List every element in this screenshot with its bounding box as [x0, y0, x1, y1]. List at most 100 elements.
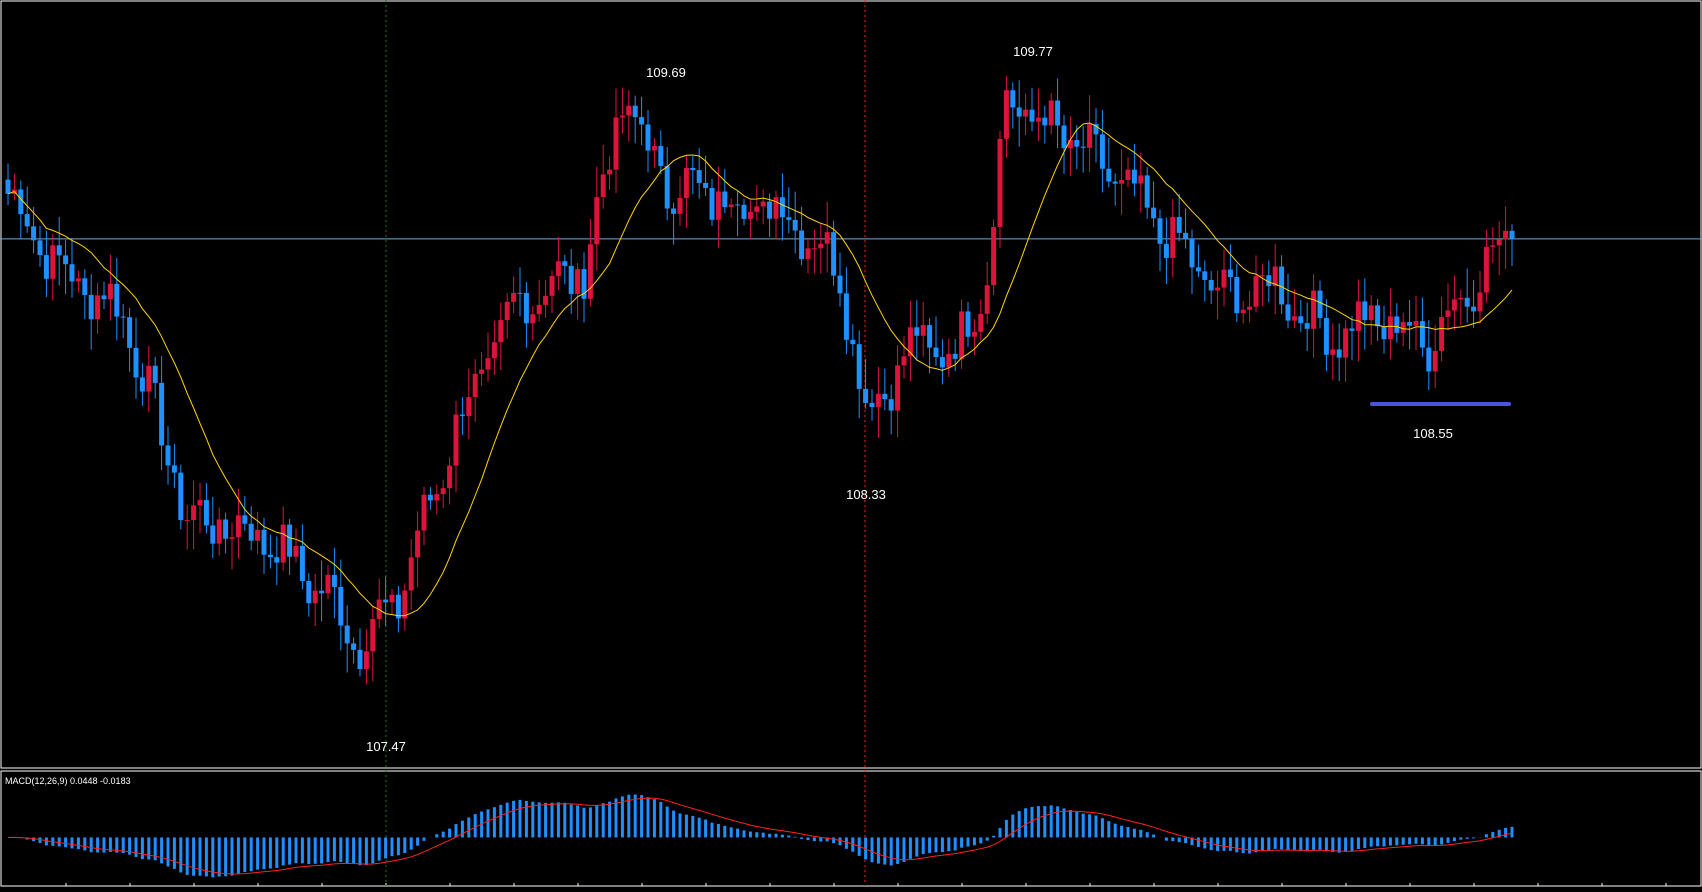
- candle-body: [101, 295, 107, 300]
- candle-body: [1458, 297, 1464, 300]
- macd-signal-line: [7, 797, 1513, 875]
- candle-body: [568, 265, 574, 294]
- candle-body: [1407, 322, 1413, 326]
- candle-body: [1131, 169, 1137, 184]
- candle-body: [959, 311, 965, 359]
- candle-body: [491, 342, 497, 359]
- candle-body: [1279, 266, 1285, 305]
- candle-body: [741, 204, 747, 219]
- candle-body: [869, 402, 875, 407]
- candle-body: [18, 189, 24, 215]
- candle-body: [216, 519, 222, 544]
- candle-body: [338, 586, 344, 626]
- moving-average: [7, 122, 1513, 617]
- candle-body: [722, 191, 728, 208]
- candle-body: [1355, 301, 1361, 331]
- candle-body: [639, 117, 645, 125]
- candle-body: [210, 525, 216, 544]
- candle-body: [1464, 297, 1470, 307]
- candle-body: [1253, 276, 1259, 307]
- candle-body: [914, 327, 920, 336]
- candle-body: [984, 285, 990, 314]
- candle-body: [472, 373, 478, 398]
- macd-panel-border: [0, 770, 1702, 887]
- candle-body: [811, 248, 817, 250]
- candle-body: [43, 255, 49, 279]
- candle-body: [261, 529, 267, 555]
- candle-body: [171, 465, 177, 473]
- candle-body: [767, 201, 773, 219]
- candle-body: [1272, 266, 1278, 287]
- candle-body: [133, 347, 139, 378]
- candle-body: [594, 197, 600, 245]
- candle-body: [139, 377, 145, 392]
- candle-body: [146, 365, 152, 392]
- candle-body: [978, 313, 984, 332]
- candle-body: [120, 316, 126, 318]
- candle-body: [1445, 310, 1451, 317]
- candle-body: [485, 358, 491, 370]
- candle-body: [511, 292, 517, 302]
- annotation-low-3: 108.55: [1413, 426, 1453, 441]
- candle-body: [344, 625, 350, 644]
- candle-body: [325, 574, 331, 594]
- candle-body: [306, 581, 312, 604]
- candle-body: [696, 170, 702, 183]
- candle-body: [50, 245, 56, 279]
- candle-body: [1439, 316, 1445, 351]
- candle-body: [786, 217, 792, 220]
- candle-body: [1042, 117, 1048, 126]
- candle-body: [1311, 290, 1317, 329]
- candle-body: [114, 283, 120, 317]
- candle-body: [747, 211, 753, 219]
- candle-body: [1381, 326, 1387, 340]
- candle-body: [1400, 322, 1406, 333]
- candle-body: [1483, 246, 1489, 293]
- candle-body: [549, 275, 555, 296]
- candle-body: [1202, 271, 1208, 280]
- candle-body: [165, 445, 171, 466]
- candle-body: [1208, 279, 1214, 291]
- candle-body: [440, 488, 446, 495]
- candle-body: [1183, 232, 1189, 239]
- candle-body: [235, 515, 241, 538]
- candle-body: [837, 275, 843, 294]
- candle-body: [1061, 125, 1067, 149]
- candle-body: [197, 500, 203, 506]
- moving-average-line: [7, 122, 1513, 617]
- candle-body: [1432, 350, 1438, 372]
- candle-body: [1151, 207, 1157, 219]
- candle-body: [850, 339, 856, 345]
- candle-body: [75, 278, 81, 282]
- candle-body: [671, 208, 677, 214]
- candle-body: [645, 124, 651, 151]
- candle-body: [69, 264, 75, 282]
- candle-body: [1477, 292, 1483, 312]
- candle-body: [331, 574, 337, 587]
- candle-body: [389, 594, 395, 603]
- candle-body: [5, 179, 11, 194]
- candle-body: [997, 138, 1003, 227]
- candle-body: [517, 292, 523, 294]
- candle-body: [613, 117, 619, 170]
- candle-body: [933, 347, 939, 358]
- annotation-low-1: 107.47: [366, 739, 406, 754]
- candle-body: [1176, 216, 1182, 233]
- candle-body: [223, 519, 229, 539]
- candle-body: [1003, 90, 1009, 139]
- candle-body: [95, 295, 101, 320]
- candle-body: [683, 167, 689, 198]
- candle-body: [453, 414, 459, 466]
- candle-body: [383, 599, 389, 603]
- candle-body: [715, 191, 721, 220]
- candle-body: [1010, 90, 1016, 108]
- candle-body: [274, 557, 280, 563]
- candle-body: [581, 269, 587, 299]
- candle-body: [107, 283, 113, 300]
- candle-body: [632, 105, 638, 118]
- candle-body: [1221, 269, 1227, 288]
- candle-body: [543, 295, 549, 305]
- candle-body: [1016, 107, 1022, 117]
- candle-body: [287, 524, 293, 557]
- candle-body: [255, 529, 261, 541]
